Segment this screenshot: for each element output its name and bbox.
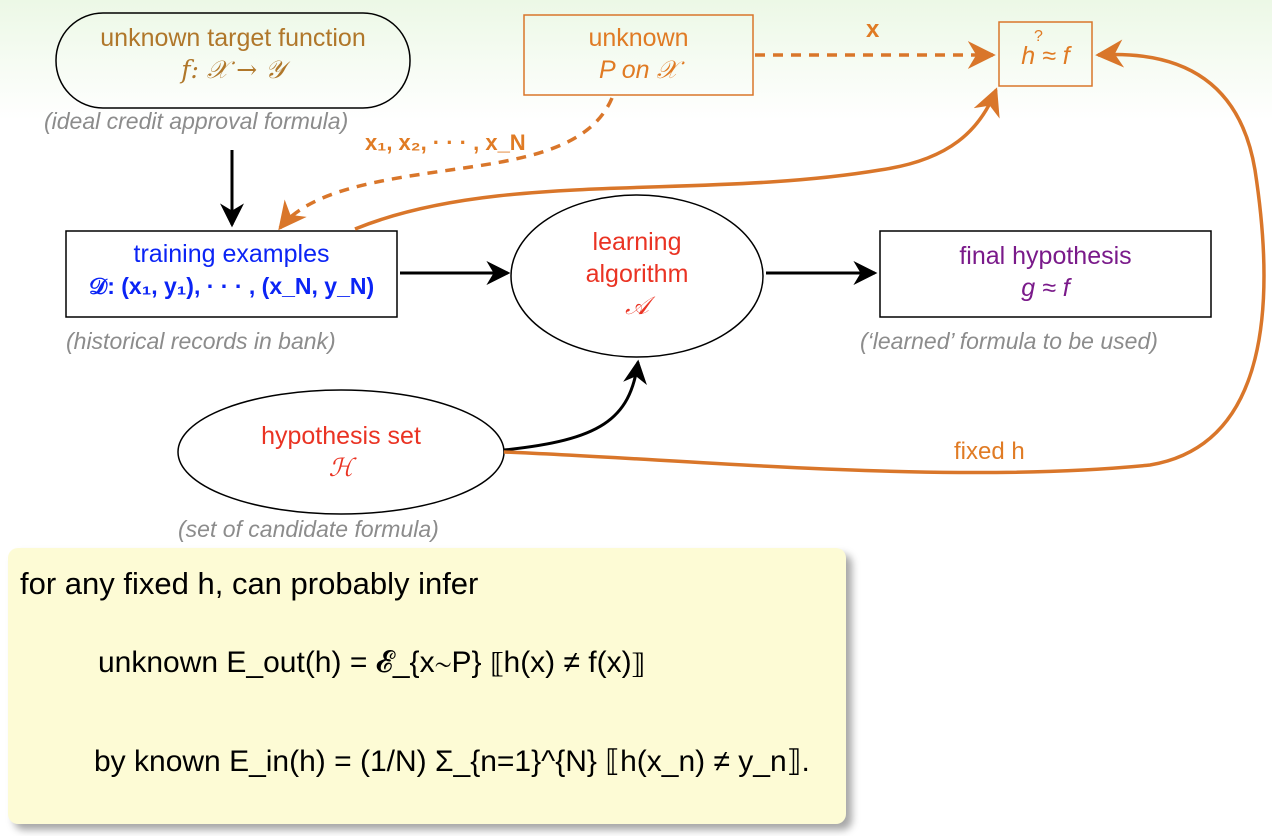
learning-algorithm-label: learning algorithm 𝒜 — [511, 226, 763, 322]
training-examples-caption: (historical records in bank) — [66, 328, 336, 354]
edge-label-x: x — [866, 16, 880, 43]
check-node — [998, 21, 1093, 87]
training-examples-title: training examples — [133, 240, 330, 268]
edge-hypothesis-set-fixed-h — [503, 39, 1266, 475]
distribution-formula: P on 𝒳 — [599, 56, 678, 84]
final-hypothesis-caption: (‘learned’ formula to be used) — [860, 328, 1158, 354]
inference-intro: for any fixed h, can probably infer — [20, 566, 479, 601]
learning-algorithm-line2: algorithm — [585, 260, 689, 288]
target-function-caption: (ideal credit approval formula) — [44, 108, 349, 134]
final-hypothesis-node — [879, 230, 1212, 318]
learning-algorithm-line1: learning — [592, 228, 682, 256]
training-examples-node — [65, 230, 398, 318]
distribution-title: unknown — [588, 24, 689, 52]
target-function-node — [55, 12, 411, 109]
distribution-node — [523, 14, 754, 96]
learning-algorithm-node — [510, 194, 764, 358]
inference-eout-line: unknown E_out(h) = 𝓔_{x∼P} ⟦h(x) ≠ f(x)⟧ — [98, 646, 646, 679]
final-hypothesis-title: final hypothesis — [959, 242, 1132, 270]
distribution-label: unknown P on 𝒳 — [524, 22, 753, 86]
target-function-label: unknown target function f: 𝒳 → 𝒴 — [56, 22, 410, 86]
check-question-mark: ? — [1034, 28, 1043, 45]
target-function-title: unknown target function — [100, 24, 366, 52]
edge-training-to-check — [354, 87, 1000, 231]
hypothesis-set-title: hypothesis set — [261, 422, 421, 450]
inference-ein-line: by known E_in(h) = (1/N) Σ_{n=1}^{N} ⟦h(… — [94, 745, 810, 778]
training-examples-formula: 𝒟: (x₁, y₁), · · · , (x_N, y_N) — [88, 273, 375, 299]
edge-hypothesis-set-to-algorithm — [503, 359, 647, 452]
edge-label-samples: x₁, x₂, · · · , x_N — [365, 130, 526, 155]
check-label: h ≈ f — [1021, 42, 1070, 70]
learning-algorithm-symbol: 𝒜 — [625, 291, 649, 320]
final-hypothesis-formula: g ≈ f — [1021, 274, 1070, 302]
edge-distribution-to-training — [278, 97, 614, 231]
target-function-formula: f: 𝒳 → 𝒴 — [181, 55, 285, 84]
hypothesis-set-caption: (set of candidate formula) — [178, 516, 439, 542]
training-examples-label: training examples 𝒟: (x₁, y₁), · · · , (… — [66, 238, 397, 302]
edge-label-fixed-h: fixed h — [954, 438, 1025, 465]
hypothesis-set-symbol: ℋ — [328, 453, 354, 482]
final-hypothesis-label: final hypothesis g ≈ f — [880, 240, 1211, 304]
hypothesis-set-label: hypothesis set ℋ — [178, 420, 504, 484]
inference-box: for any fixed h, can probably infer unkn… — [8, 548, 846, 824]
